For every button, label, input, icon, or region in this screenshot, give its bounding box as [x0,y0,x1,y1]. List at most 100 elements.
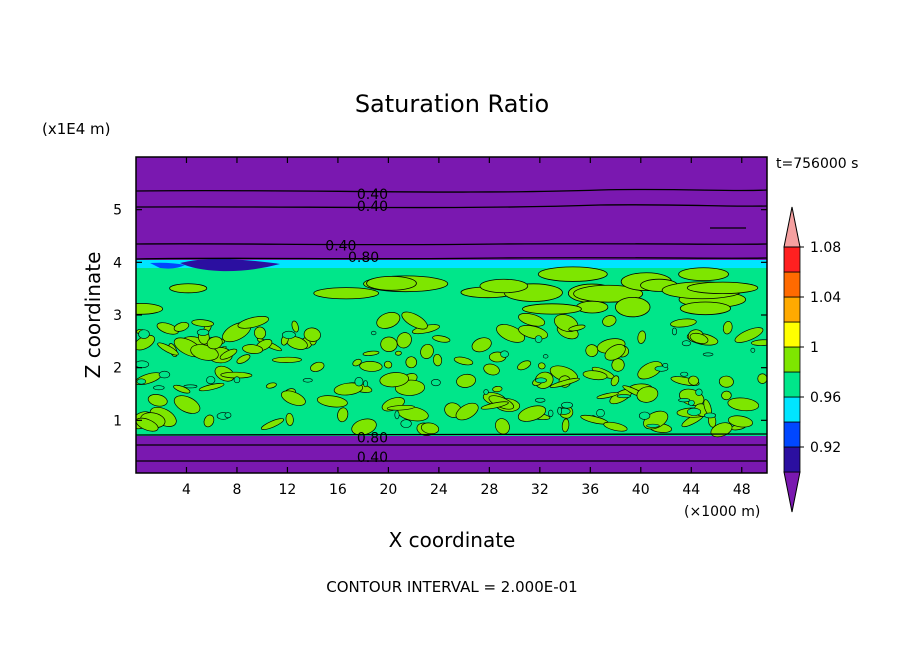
y-tick-label: 2 [113,361,122,377]
supersaturated-patch [522,303,582,315]
y-tick-label: 5 [113,203,122,219]
subsaturated-patch [534,397,546,403]
supersaturated-patch [637,330,646,344]
colorbar-segment [783,371,801,398]
supersaturated-patch [537,266,608,282]
subsaturated-patch [681,340,691,347]
supersaturated-patch [401,311,428,330]
subsaturated-patch [702,352,714,357]
supersaturated-patch [394,350,402,356]
colorbar-segment [783,346,801,373]
supersaturated-patch [517,360,532,371]
supersaturated-patch [359,361,383,372]
subsaturated-patch [646,423,660,428]
supersaturated-patch [734,327,764,343]
supersaturated-patch [352,358,362,367]
subsaturated-patch [153,385,165,391]
upper-dry-layer [136,157,767,264]
colorbar-tick-label: 1.08 [810,240,841,256]
supersaturated-patch [333,382,364,396]
subsaturated-patch [680,371,689,377]
subsaturated-patch [750,347,756,353]
colorbar-tick-label: 0.96 [810,390,841,406]
subsaturated-patch [354,377,364,387]
contour-labels: 0.400.400.400.800.800.40 [325,187,388,466]
subsaturated-patch [224,412,232,419]
x-tick-label: 32 [531,482,549,498]
subsaturated-patch [596,409,605,418]
supersaturated-patch [637,361,663,380]
supersaturated-patch [614,296,651,318]
cloud-top-band [136,260,767,268]
y-axis-label: Z coordinate [81,252,105,379]
x-tick-label: 20 [379,482,397,498]
supersaturated-patch [303,327,321,342]
y-tick-label: 1 [113,413,122,429]
supersaturated-patch [280,390,306,406]
x-tick-label: 12 [279,482,297,498]
subsaturated-patch [483,389,489,395]
subsaturated-patch [688,399,695,406]
supersaturated-patch [751,339,767,346]
supersaturated-patch [313,287,380,300]
contour-label: 0.40 [357,450,388,466]
subsaturated-patch [158,370,171,379]
chart-title: Saturation Ratio [355,90,549,118]
subsaturated-patch [687,407,702,416]
x-tick-label: 8 [232,482,241,498]
x-axis: 4 8 12 16 20 24 28 32 36 40 44 48 [182,157,751,498]
supersaturated-patch [291,320,299,333]
y-unit-label: (x1E4 m) [42,120,111,138]
subsaturated-patch [616,394,631,399]
supersaturated-patch [383,360,393,369]
contour-label: 0.40 [325,238,356,254]
subsaturated-patch [183,384,198,389]
x-tick-label: 16 [329,482,347,498]
supersaturated-patch [432,335,451,343]
supersaturated-patch [386,404,415,411]
lower-dry-layer [136,436,767,473]
supersaturated-patch [405,356,418,369]
colorbar-tick-label: 1.04 [810,290,841,306]
subsaturated-patch [695,388,703,396]
supersaturated-patch [718,375,734,388]
supersaturated-patch [206,336,223,350]
supersaturated-patch [156,322,179,335]
subsaturated-patch [138,329,150,339]
subsaturated-patch [370,330,377,336]
subsaturated-patch [196,328,210,336]
supersaturated-patch [337,407,349,423]
colorbar-segment [783,396,801,423]
y-axis: 1 2 3 4 5 [113,203,767,429]
supersaturated-patch [495,418,510,435]
supersaturated-patch [722,321,733,335]
time-label: t=756000 s [776,156,858,172]
subsaturated-patch [671,327,677,336]
supersaturated-patch [568,324,586,332]
subsaturated-patch [662,363,669,368]
supersaturated-patch [380,336,398,352]
subsaturated-patch [302,378,313,383]
supersaturated-patch [376,312,401,329]
x-tick-label: 44 [682,482,700,498]
supersaturated-patch [265,382,277,389]
x-unit-label: (×1000 m) [684,504,760,520]
colorbar-segment [783,246,801,273]
contour-line [136,188,767,193]
supersaturated-patch [689,332,709,344]
subsaturated-patch [561,401,573,409]
subsaturated-patch [500,350,509,358]
supersaturated-patch [242,344,264,354]
supersaturated-patch [471,337,492,353]
contour-label: 0.40 [357,199,388,215]
dry-intrusion-patch [180,258,280,272]
subsaturated-patch [548,409,554,417]
contour-label: 0.40 [357,187,388,203]
supersaturated-patch [173,395,201,414]
subsaturated-patch [534,335,543,343]
supersaturated-patch [362,350,380,356]
supersaturated-patch [310,361,325,372]
supersaturated-patch [602,315,617,327]
supersaturated-patch [260,418,285,430]
colorbar-low-arrow [783,471,801,513]
